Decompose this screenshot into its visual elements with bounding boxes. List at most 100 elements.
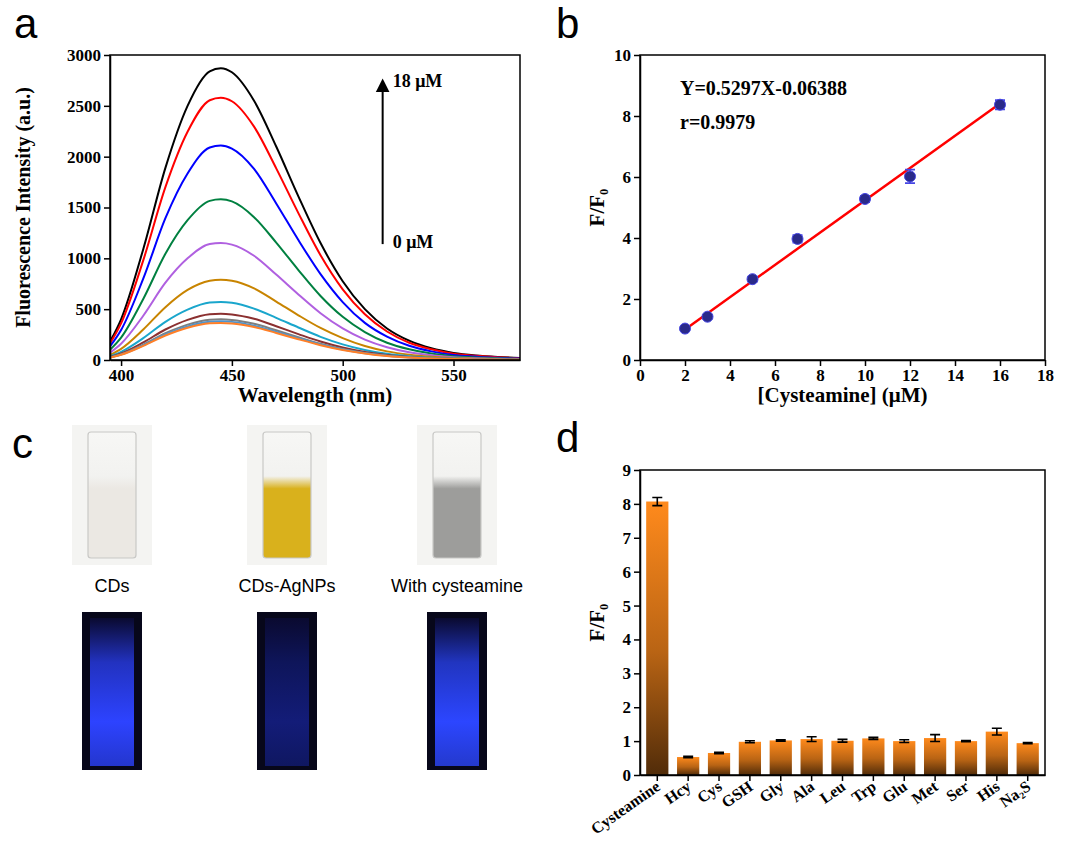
plot-area (110, 68, 520, 359)
tick-label: 2500 (67, 97, 101, 116)
tick: 0 (623, 351, 641, 370)
error-bar (838, 739, 848, 742)
panel-letter: c (12, 420, 33, 467)
data-point (905, 171, 916, 182)
tick-mark (104, 55, 110, 57)
error-bar (868, 737, 878, 739)
tick-label: Na₂S (996, 777, 1033, 810)
tick-label: Gly (756, 778, 787, 807)
error-bar (992, 728, 1002, 735)
tick-label: 18 (1037, 366, 1054, 385)
tick: 450 (220, 360, 246, 385)
tick-mark (634, 55, 640, 57)
tick: Leu (817, 775, 849, 807)
tick-label: 3 (623, 664, 632, 683)
tick: 550 (441, 360, 467, 385)
x-axis: 024681012141618 (636, 360, 1054, 385)
tick: 6 (771, 360, 780, 385)
bar (862, 738, 884, 775)
photo-background (82, 612, 142, 770)
error-bar (930, 735, 940, 742)
tick: 500 (330, 360, 356, 385)
tick-mark (965, 775, 967, 781)
figure: 400450500550050010001500200025003000Wave… (0, 0, 1075, 862)
tick-label: 4 (726, 366, 735, 385)
tick: 7 (623, 529, 641, 548)
bar (893, 741, 915, 775)
tick-mark (634, 639, 640, 641)
tick: 3 (623, 664, 641, 683)
tick: 500 (76, 300, 111, 319)
tick: 6 (623, 168, 641, 187)
tick-label: 3000 (67, 46, 101, 65)
tick-mark (634, 470, 640, 472)
tick: 2000 (67, 148, 110, 167)
spectrum-line (110, 302, 520, 360)
y-axis-title: Fluorescence Intensity (a.u.) (12, 87, 35, 328)
tick-label: 9 (623, 461, 632, 480)
tick-label: 2 (623, 698, 632, 717)
tick: 2500 (67, 97, 110, 116)
tick: 1 (623, 732, 641, 751)
data-point (702, 311, 713, 322)
tick: 1000 (67, 249, 110, 268)
y-axis-title: F/F₀ (585, 604, 609, 642)
cuvette-uv (435, 618, 479, 766)
spectrum-line (110, 314, 520, 360)
spectrum-line (110, 243, 520, 359)
tick-label: 8 (623, 107, 632, 126)
error-bar (995, 100, 1005, 109)
tick-mark (104, 207, 110, 209)
photo-background (247, 425, 327, 565)
tick-label: 16 (992, 366, 1009, 385)
annotation: 0 μM (393, 232, 434, 252)
tick: Hcy (662, 775, 695, 808)
spectrum-line (110, 199, 520, 359)
spectrum-line (110, 68, 520, 358)
tick-label: 1000 (67, 249, 101, 268)
tick-label: 6 (623, 563, 632, 582)
annotation: Y=0.5297X-0.06388 (680, 77, 847, 99)
tick-mark (780, 775, 782, 781)
tick-label: Met (909, 777, 942, 807)
tick-label: Ala (788, 778, 817, 806)
plot-area (646, 497, 1039, 775)
tick-label: 1 (623, 732, 632, 751)
tick: 12 (902, 360, 919, 385)
plot-frame (110, 55, 520, 360)
tick: 8 (623, 495, 641, 514)
tick-label: 10 (614, 46, 631, 65)
y-axis: 0123456789 (623, 461, 641, 785)
tick-label: 0 (623, 766, 632, 785)
tick-label: 2000 (67, 148, 101, 167)
tick-label: Cys (694, 778, 725, 808)
spectrum-line (110, 280, 520, 360)
tick-label: 0 (93, 351, 102, 370)
tick: Na₂S (996, 775, 1033, 811)
tick-label: Ser (943, 778, 972, 805)
bar (924, 738, 946, 775)
plot-frame (640, 470, 1045, 775)
tick-label: 0 (636, 366, 645, 385)
tick-mark (634, 177, 640, 179)
tick-mark (634, 775, 640, 777)
tick: 10 (857, 360, 874, 385)
error-bar (683, 756, 693, 757)
tick-mark (634, 571, 640, 573)
bar (677, 757, 699, 775)
axis-line (641, 360, 1046, 362)
plot-area (680, 99, 1006, 334)
sample-label: CDs-AgNPs (238, 576, 335, 596)
tick-label: 500 (76, 300, 102, 319)
data-point (995, 99, 1006, 110)
tick-mark (903, 775, 905, 781)
tick-mark (104, 309, 110, 311)
spectrum-line (110, 321, 520, 359)
panel-letter: b (556, 0, 579, 47)
tick-label: Leu (817, 777, 849, 806)
tick-mark (811, 775, 813, 781)
y-axis-title: F/F₀ (585, 189, 609, 227)
tick-mark (749, 775, 751, 781)
data-point (792, 233, 803, 244)
x-axis-title: Wavelength (nm) (238, 383, 393, 407)
